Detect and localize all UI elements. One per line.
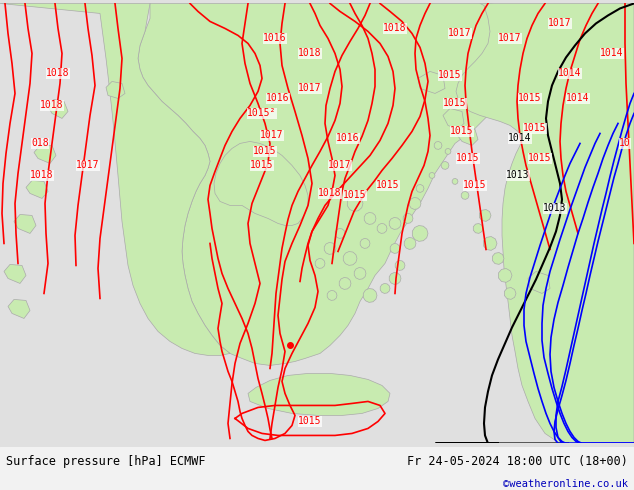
Text: Surface pressure [hPa] ECMWF: Surface pressure [hPa] ECMWF: [6, 456, 206, 468]
Polygon shape: [365, 213, 376, 224]
Text: 1014: 1014: [508, 133, 532, 144]
Text: 1015: 1015: [528, 153, 552, 164]
Text: 1015: 1015: [443, 98, 467, 108]
Polygon shape: [443, 108, 464, 129]
Polygon shape: [8, 299, 30, 318]
Text: 1017: 1017: [298, 83, 321, 94]
Text: 1017: 1017: [260, 130, 284, 141]
Polygon shape: [343, 251, 357, 266]
Text: 1015: 1015: [343, 191, 366, 200]
Text: 1015: 1015: [518, 94, 541, 103]
Polygon shape: [434, 142, 442, 149]
Text: 1015: 1015: [523, 123, 547, 133]
Text: 1015: 1015: [376, 180, 400, 191]
Polygon shape: [479, 210, 491, 221]
Polygon shape: [493, 252, 504, 264]
Polygon shape: [452, 178, 458, 184]
Polygon shape: [14, 215, 36, 233]
Text: 1013: 1013: [507, 171, 530, 180]
Polygon shape: [48, 99, 68, 119]
Text: 1016: 1016: [266, 94, 290, 103]
Polygon shape: [441, 162, 449, 170]
Text: 1013: 1013: [543, 203, 567, 214]
Text: 1014: 1014: [566, 94, 590, 103]
Text: 1018: 1018: [46, 69, 70, 78]
Polygon shape: [418, 72, 445, 94]
Polygon shape: [390, 244, 400, 253]
Polygon shape: [347, 196, 363, 211]
Text: 1015²: 1015²: [247, 108, 276, 119]
Polygon shape: [248, 373, 390, 416]
Polygon shape: [377, 223, 387, 233]
Polygon shape: [528, 271, 550, 294]
Polygon shape: [363, 289, 377, 302]
Polygon shape: [409, 197, 421, 209]
Text: ©weatheronline.co.uk: ©weatheronline.co.uk: [503, 479, 628, 489]
Text: 1018: 1018: [30, 171, 54, 180]
Text: 1015: 1015: [456, 153, 480, 164]
Polygon shape: [395, 261, 405, 270]
Text: 1015: 1015: [463, 180, 487, 191]
Text: 1018: 1018: [298, 49, 321, 58]
Polygon shape: [335, 228, 345, 239]
Polygon shape: [0, 3, 230, 355]
Text: 1017: 1017: [498, 33, 522, 44]
Text: 1017: 1017: [328, 160, 352, 171]
Polygon shape: [26, 180, 48, 198]
Polygon shape: [403, 214, 413, 223]
Text: 1017: 1017: [76, 160, 100, 171]
Polygon shape: [445, 148, 451, 154]
Text: 1015: 1015: [438, 71, 462, 80]
Polygon shape: [505, 288, 516, 299]
Text: 1016: 1016: [263, 33, 287, 44]
Text: 018: 018: [31, 139, 49, 148]
Polygon shape: [34, 146, 56, 164]
Polygon shape: [327, 291, 337, 300]
Polygon shape: [462, 192, 469, 199]
Text: 1018: 1018: [318, 189, 342, 198]
Polygon shape: [138, 3, 540, 366]
Polygon shape: [4, 265, 26, 283]
Text: 1014: 1014: [600, 49, 624, 58]
Polygon shape: [417, 185, 424, 193]
Text: 1018: 1018: [40, 100, 64, 110]
Polygon shape: [474, 223, 483, 233]
Polygon shape: [456, 127, 478, 146]
Text: 10: 10: [619, 139, 631, 148]
Text: 1015: 1015: [450, 126, 474, 136]
Polygon shape: [456, 3, 634, 443]
Polygon shape: [106, 81, 125, 98]
Polygon shape: [404, 238, 416, 249]
Polygon shape: [498, 269, 512, 282]
Polygon shape: [389, 272, 401, 284]
Polygon shape: [429, 172, 435, 178]
Polygon shape: [360, 239, 370, 248]
Polygon shape: [483, 237, 497, 250]
Polygon shape: [324, 243, 336, 254]
Text: 1015: 1015: [250, 160, 274, 171]
Text: 1017: 1017: [448, 28, 472, 38]
Polygon shape: [354, 268, 366, 279]
Text: 1015: 1015: [298, 416, 321, 426]
Polygon shape: [389, 218, 401, 229]
Polygon shape: [412, 225, 428, 242]
Text: 1016: 1016: [336, 133, 359, 144]
Text: Fr 24-05-2024 18:00 UTC (18+00): Fr 24-05-2024 18:00 UTC (18+00): [407, 456, 628, 468]
Polygon shape: [380, 284, 390, 294]
Text: 1015: 1015: [253, 147, 277, 156]
Text: 1018: 1018: [383, 24, 407, 33]
Text: 1017: 1017: [548, 19, 572, 28]
Polygon shape: [214, 142, 308, 225]
Text: 1014: 1014: [559, 69, 582, 78]
Polygon shape: [315, 259, 325, 269]
Polygon shape: [339, 277, 351, 290]
